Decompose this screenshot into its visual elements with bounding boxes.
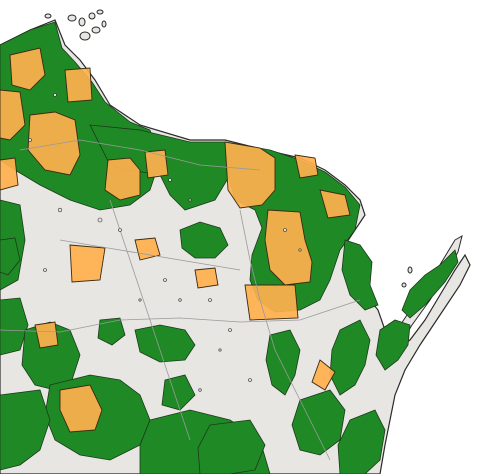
islands-apostle bbox=[44, 9, 413, 288]
roads-layer bbox=[0, 139, 361, 461]
protected-area-layer bbox=[0, 47, 351, 433]
lakes-layer bbox=[28, 93, 302, 392]
